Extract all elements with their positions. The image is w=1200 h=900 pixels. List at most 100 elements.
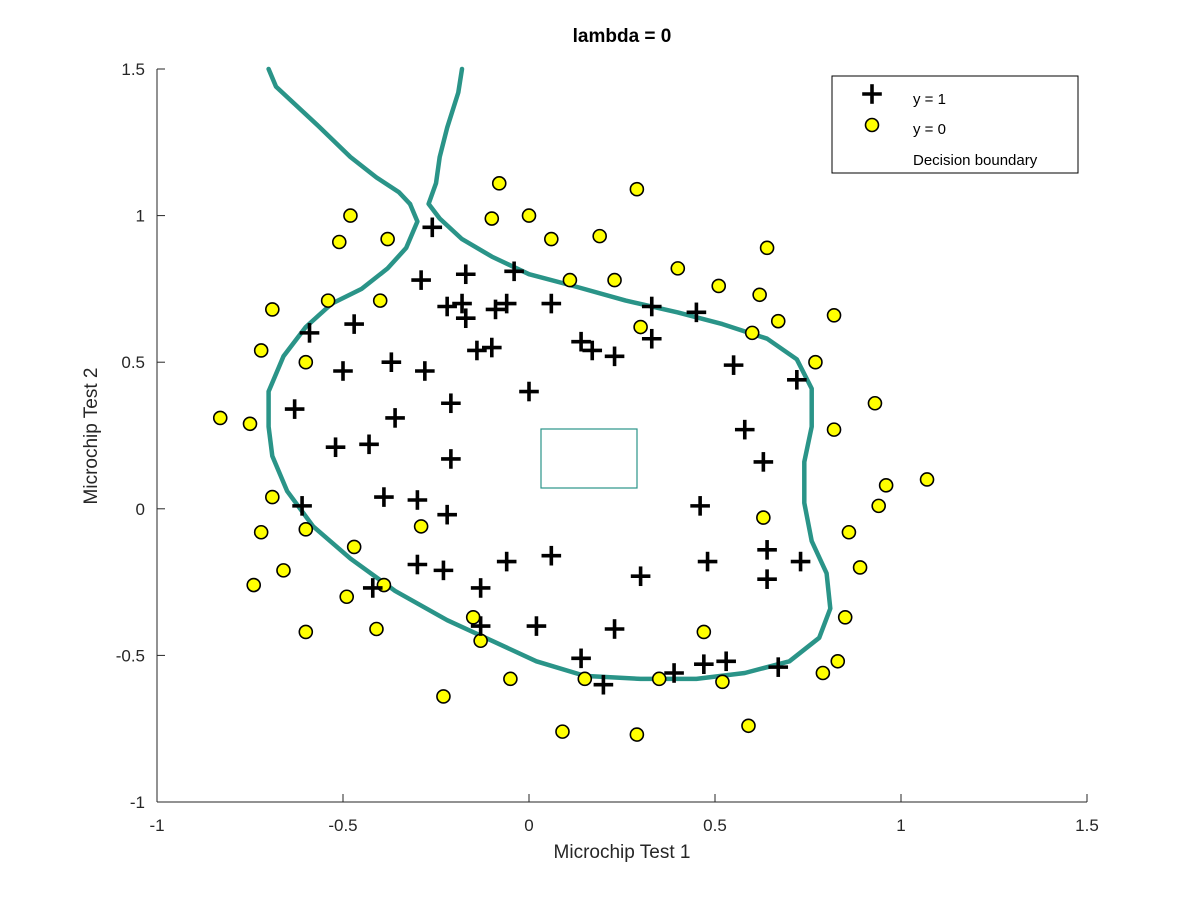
positive-point xyxy=(496,551,517,572)
x-tick-label: 0 xyxy=(524,816,533,835)
positive-point xyxy=(757,540,777,560)
decision-boundary-line xyxy=(266,66,833,682)
negative-point xyxy=(484,211,500,226)
positive-point xyxy=(790,551,811,572)
negative-point xyxy=(253,343,269,358)
x-tick-label: 0.5 xyxy=(703,816,727,835)
negative-point xyxy=(852,560,868,575)
negative-point xyxy=(212,410,228,426)
positive-point xyxy=(690,496,710,516)
negative-point xyxy=(878,478,894,493)
positive-point xyxy=(359,434,379,455)
negative-point xyxy=(331,234,347,250)
negative-point xyxy=(473,633,488,649)
y-tick-label: -0.5 xyxy=(116,646,145,665)
negative-point xyxy=(320,293,336,308)
positive-point xyxy=(604,346,625,367)
legend-label-boundary: Decision boundary xyxy=(913,152,1038,169)
positive-point xyxy=(441,449,461,469)
negative-point xyxy=(711,278,727,294)
negative-point xyxy=(343,208,358,223)
decision-boundary-line xyxy=(266,66,413,207)
positive-point xyxy=(284,399,305,419)
negative-point xyxy=(346,539,362,555)
negative-point xyxy=(339,589,355,605)
positive-point xyxy=(292,496,312,516)
legend-label-positive: y = 1 xyxy=(913,91,946,108)
positive-point xyxy=(333,361,353,381)
y-tick-label: -1 xyxy=(130,793,145,812)
legend-circle-marker xyxy=(864,117,880,133)
negative-point xyxy=(826,307,842,323)
negative-point xyxy=(752,287,767,303)
legend-plus-marker xyxy=(862,84,882,104)
negative-point xyxy=(826,422,842,437)
negative-point xyxy=(562,272,578,288)
positive-point xyxy=(415,361,435,381)
positive-points xyxy=(284,217,811,695)
negative-point xyxy=(741,718,756,734)
positive-point xyxy=(325,437,346,458)
chart-title: lambda = 0 xyxy=(573,26,672,47)
negative-point xyxy=(867,395,883,411)
positive-point xyxy=(470,578,491,598)
negative-point xyxy=(298,624,314,640)
x-tick-label: 1.5 xyxy=(1075,816,1099,835)
positive-point xyxy=(374,487,394,507)
negative-point xyxy=(555,724,570,739)
positive-point xyxy=(593,674,614,695)
positive-point xyxy=(481,337,502,358)
positive-point xyxy=(299,323,320,343)
negative-point xyxy=(871,498,886,514)
negative-point xyxy=(841,524,857,540)
positive-point xyxy=(441,393,461,414)
y-tick-label: 1 xyxy=(136,207,145,226)
legend-item-boundary: Decision boundary xyxy=(913,152,1038,169)
positive-point xyxy=(407,554,428,575)
negative-point xyxy=(770,313,786,329)
positive-point xyxy=(757,569,777,589)
positive-point xyxy=(723,355,744,375)
positive-point xyxy=(697,551,718,572)
y-tick-label: 0.5 xyxy=(121,353,145,372)
negative-point xyxy=(276,563,291,578)
negative-point xyxy=(592,228,607,244)
negative-point xyxy=(369,621,384,637)
negative-point xyxy=(808,354,823,370)
negative-point xyxy=(837,609,853,625)
negative-point xyxy=(265,302,280,317)
negative-point xyxy=(503,671,518,687)
positive-point xyxy=(381,352,402,373)
positive-point xyxy=(437,296,457,317)
positive-point xyxy=(541,545,562,566)
legend-item-negative: y = 0 xyxy=(864,117,946,138)
negative-point xyxy=(413,519,429,534)
negative-point xyxy=(380,231,395,247)
negative-point xyxy=(253,524,269,540)
negative-point xyxy=(242,416,258,432)
negative-point xyxy=(544,231,559,247)
positive-point xyxy=(385,408,405,428)
positive-point xyxy=(571,648,591,669)
positive-point xyxy=(787,369,807,390)
positive-point xyxy=(455,264,476,285)
positive-point xyxy=(716,651,736,672)
negative-point xyxy=(629,727,645,742)
positive-point xyxy=(571,331,591,352)
negative-point xyxy=(577,671,593,687)
positive-point xyxy=(422,217,443,238)
negative-point xyxy=(298,354,314,370)
legend-label-negative: y = 0 xyxy=(913,121,946,138)
positive-point xyxy=(768,657,789,677)
negative-point xyxy=(465,609,481,625)
positive-point xyxy=(582,340,603,361)
positive-point xyxy=(753,452,774,472)
axes xyxy=(156,69,1087,803)
negative-point xyxy=(633,319,648,335)
positive-point xyxy=(467,340,487,361)
negative-point xyxy=(521,208,537,223)
positive-point xyxy=(455,308,476,329)
negative-point xyxy=(744,325,760,341)
negative-point xyxy=(246,577,262,593)
